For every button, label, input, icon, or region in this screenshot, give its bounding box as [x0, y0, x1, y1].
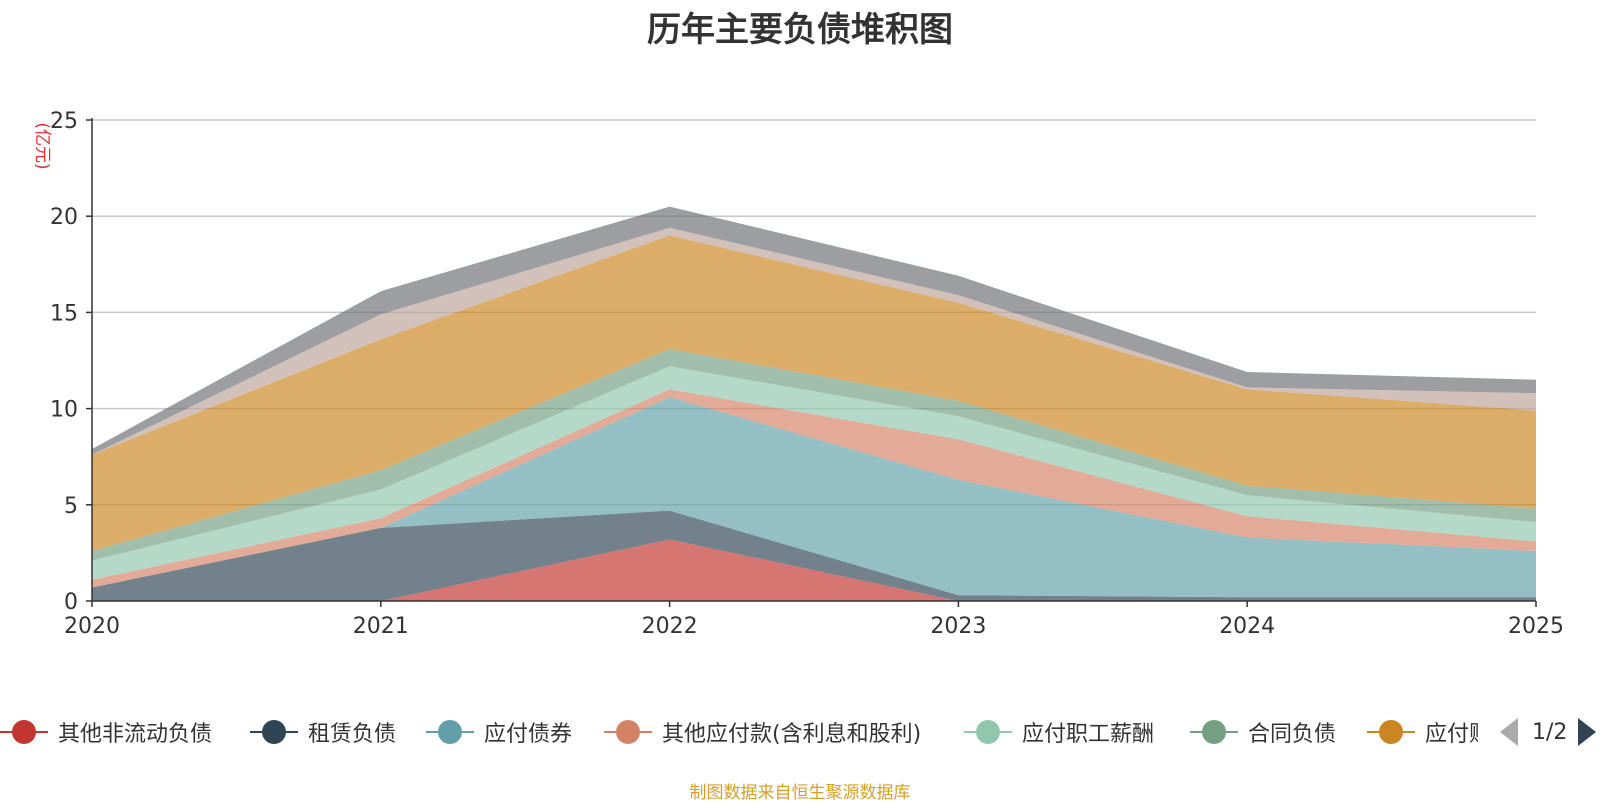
- legend-item[interactable]: 应付债券: [426, 712, 572, 752]
- area-series-3[interactable]: [92, 389, 1536, 588]
- legend-marker-icon: [604, 719, 652, 745]
- legend-page-indicator: 1/2: [1532, 719, 1568, 745]
- y-tick-label: 5: [64, 494, 78, 519]
- legend-item[interactable]: 其他应付款(含利息和股利): [604, 712, 921, 752]
- legend: 其他非流动负债 租赁负债 应付债券 其他应付款(含利息和股利) 应付职工薪酬 合同负债 应付…: [0, 712, 1478, 752]
- legend-label: 合同负债: [1248, 722, 1337, 747]
- y-tick-label: 15: [50, 301, 78, 326]
- area-series-8[interactable]: [92, 206, 1536, 455]
- y-tick-label: 20: [50, 205, 78, 230]
- y-tick-label: 10: [50, 398, 78, 423]
- y-axis-label: (亿元): [32, 122, 52, 169]
- chart-title: 历年主要负债堆积图: [647, 10, 953, 50]
- x-tick-label: 2025: [1508, 614, 1564, 639]
- legend-label: 其他应付款(含利息和股利): [662, 722, 922, 747]
- legend-marker-icon: [0, 719, 48, 745]
- legend-item[interactable]: 合同负债: [1190, 712, 1336, 752]
- area-series-1[interactable]: [92, 510, 1536, 601]
- area-series-6[interactable]: [92, 235, 1536, 551]
- legend-item[interactable]: 应付职工薪酬: [964, 712, 1154, 752]
- x-tick-label: 2020: [64, 614, 120, 639]
- legend-marker-icon: [250, 719, 298, 745]
- x-tick-label: 2024: [1219, 614, 1275, 639]
- legend-label: 租赁负债: [308, 722, 397, 747]
- chevron-left-icon: [1500, 718, 1518, 746]
- source-note: 制图数据来自恒生聚源数据库: [689, 783, 911, 803]
- legend-marker-icon: [1367, 719, 1415, 745]
- x-tick-label: 2023: [930, 614, 986, 639]
- legend-label: 应付职工薪酬: [1022, 722, 1155, 747]
- legend-marker-icon: [1190, 719, 1238, 745]
- legend-marker-icon: [964, 719, 1012, 745]
- area-series-2[interactable]: [92, 397, 1536, 598]
- x-tick-label: 2022: [642, 614, 698, 639]
- area-series-4[interactable]: [92, 366, 1536, 580]
- legend-next-page-button[interactable]: [1578, 712, 1598, 752]
- legend-item[interactable]: 应付账款: [1367, 712, 1478, 752]
- legend-item[interactable]: 其他非流动负债: [0, 712, 212, 752]
- x-tick-label: 2021: [353, 614, 409, 639]
- legend-label: 应付账款: [1425, 722, 1478, 747]
- legend-item[interactable]: 租赁负债: [250, 712, 396, 752]
- y-tick-label: 25: [50, 109, 78, 134]
- legend-prev-page-button[interactable]: [1500, 712, 1520, 752]
- legend-marker-icon: [426, 719, 474, 745]
- legend-label: 应付债券: [484, 722, 573, 747]
- chevron-right-icon: [1578, 718, 1596, 746]
- y-tick-label: 0: [64, 590, 78, 615]
- legend-label: 其他非流动负债: [58, 722, 213, 747]
